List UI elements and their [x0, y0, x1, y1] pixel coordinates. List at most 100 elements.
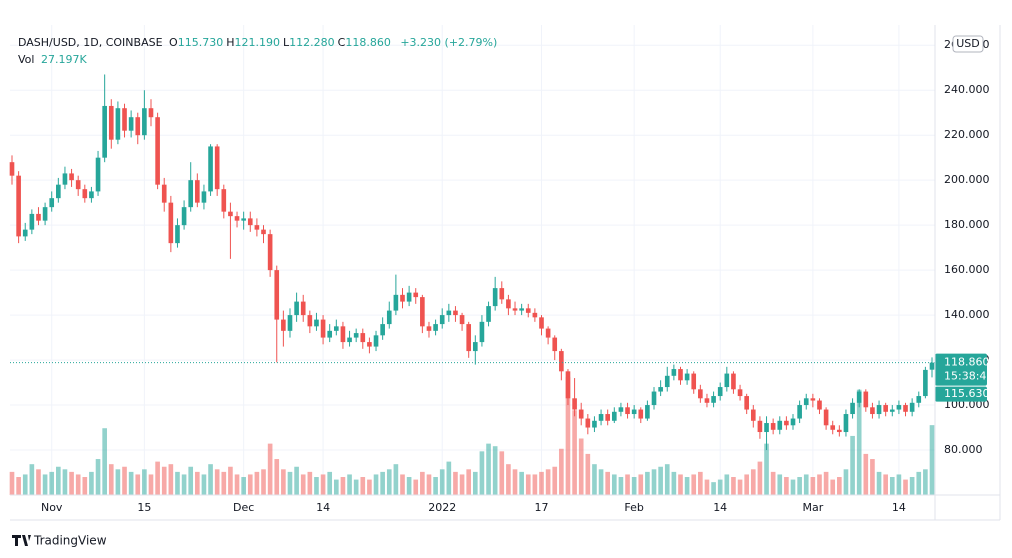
volume-bar [142, 469, 147, 495]
candle-body [486, 306, 491, 322]
candle-body [287, 315, 293, 331]
candle-body [512, 308, 518, 311]
volume-bar [274, 459, 280, 495]
volume-bar [161, 466, 167, 495]
candle-body [69, 173, 74, 181]
volume-bar [426, 474, 432, 495]
volume-bar [459, 474, 465, 495]
volume-bar [790, 479, 796, 495]
volume-bar [565, 376, 571, 495]
y-tick-label: 200.000 [944, 173, 990, 186]
ohlc-value: 121.190 [234, 36, 281, 49]
volume-bar [75, 474, 81, 495]
candle-body [320, 319, 326, 338]
candle-body [817, 400, 822, 410]
candle-body [863, 391, 869, 408]
candle-body [82, 189, 88, 199]
volume-bar [353, 479, 359, 495]
volume-row: Vol 27.197K [18, 51, 500, 68]
candle-body [466, 324, 472, 352]
volume-bar [803, 474, 809, 495]
candle-body [400, 294, 405, 302]
volume-bar [731, 477, 736, 495]
volume-bar [380, 471, 385, 495]
candle-body [651, 391, 657, 406]
legend: DASH/USD, 1D, COINBASE O115.730 H121.190 L… [18, 34, 500, 68]
volume-bar [486, 443, 491, 495]
volume-bar [645, 471, 650, 495]
volume-bar [757, 461, 763, 495]
candle-body [850, 402, 855, 415]
candle-body [307, 315, 313, 327]
candle-body [228, 211, 233, 217]
ohlc-value: 118.860 [345, 36, 391, 49]
volume-bar [95, 459, 101, 495]
ohlc-value: 115.730 [177, 36, 224, 49]
candle-body [552, 337, 558, 352]
candle-body [698, 389, 703, 399]
candle-body [638, 409, 644, 419]
volume-bar [334, 479, 339, 495]
candle-body [658, 387, 663, 392]
volume-bar [843, 469, 849, 495]
volume-bar [717, 479, 723, 495]
volume-bar [889, 477, 895, 495]
candle-body [916, 396, 922, 403]
volume-bar [837, 477, 842, 495]
volume-bar [618, 477, 624, 495]
candle-body [777, 420, 783, 430]
brand-name[interactable]: TradingView [33, 534, 107, 548]
volume-bar [916, 471, 922, 495]
candle-body [327, 330, 333, 338]
volume-bar [69, 471, 74, 495]
volume-bar [122, 466, 127, 495]
volume-bar [439, 469, 445, 495]
candle-body [16, 175, 21, 237]
volume-bar [406, 477, 412, 495]
candle-body [830, 425, 836, 430]
candle-body [678, 369, 683, 381]
volume-bar [148, 474, 154, 495]
x-tick-label: 17 [534, 501, 548, 514]
candle-body [420, 297, 425, 327]
currency-badge[interactable] [952, 35, 984, 53]
volume-bar [598, 469, 604, 495]
y-tick-label: 240.000 [944, 83, 990, 96]
volume-bar [221, 471, 227, 495]
currency-label[interactable]: USD [956, 37, 980, 50]
volume-bar [472, 471, 478, 495]
candle-body [664, 375, 670, 388]
brand-logo[interactable]: TradingView [12, 534, 107, 548]
ohlc-value: 112.280 [289, 36, 335, 49]
volume-bar [49, 471, 55, 495]
volume-bar [320, 474, 326, 495]
volume-name: Vol [18, 53, 35, 66]
candle-body [49, 198, 55, 208]
volume-bar [896, 474, 902, 495]
candle-body [889, 409, 895, 412]
candle-body [234, 216, 240, 221]
prev-close-label: 115.630 [944, 387, 990, 400]
candle-body [764, 423, 769, 433]
candle-body [645, 405, 650, 419]
candle-body [300, 301, 306, 316]
candle-body [281, 319, 286, 331]
volume-bar [294, 466, 299, 495]
candle-body [142, 108, 147, 136]
prev-close-box [935, 386, 987, 402]
volume-bar [393, 464, 399, 495]
volume-bar [327, 471, 333, 495]
volume-bar [314, 477, 319, 495]
candle-body [585, 418, 591, 428]
volume-bar [830, 479, 836, 495]
volume-bar [664, 464, 670, 495]
candle-body [161, 184, 167, 203]
logo-icon[interactable] [12, 535, 31, 546]
candle-body [896, 405, 902, 410]
volume-bar [512, 469, 518, 495]
volume-bar [413, 479, 419, 495]
ohlc-key: L [283, 36, 290, 49]
candle-body [479, 321, 485, 343]
x-tick-label: Feb [624, 501, 643, 514]
volume-bar [545, 469, 551, 495]
